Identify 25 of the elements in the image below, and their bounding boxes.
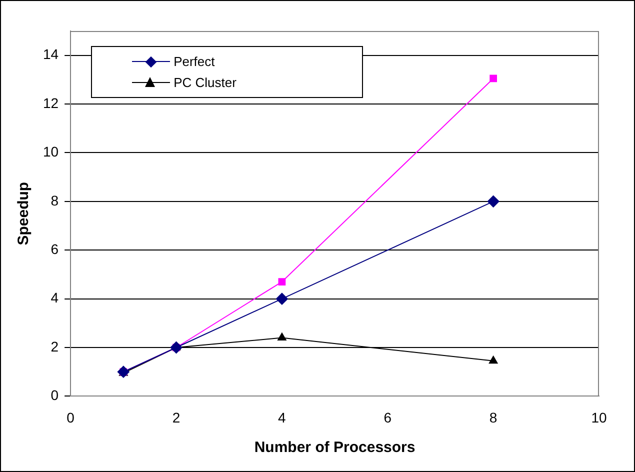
x-tick-label: 8 — [489, 409, 498, 426]
y-tick-label: 6 — [50, 240, 59, 257]
y-tick-label: 12 — [42, 94, 59, 111]
y-tick-label: 14 — [42, 46, 59, 62]
y-tick-label: 4 — [50, 290, 59, 306]
x-axis-title: Number of Processors — [254, 439, 416, 456]
y-tick-label: 2 — [50, 338, 59, 354]
point — [490, 74, 497, 82]
x-tick-label: 10 — [591, 409, 607, 426]
x-tick-label: 4 — [278, 409, 286, 426]
x-tick-label: 6 — [384, 409, 392, 426]
y-tick-label: 0 — [50, 387, 59, 404]
point — [488, 356, 498, 364]
point — [170, 342, 182, 354]
point — [276, 292, 288, 305]
legend-label: PC Cluster — [174, 75, 236, 90]
y-tick-label: 10 — [42, 144, 59, 160]
x-tick-label: 2 — [172, 409, 180, 426]
x-tick-label: 0 — [66, 409, 75, 426]
point — [487, 195, 500, 208]
point — [278, 278, 286, 286]
legend-label: Perfect — [174, 54, 215, 69]
y-tick-label: 8 — [50, 192, 59, 208]
point — [278, 332, 286, 341]
y-axis-title: Speedup — [15, 182, 32, 246]
